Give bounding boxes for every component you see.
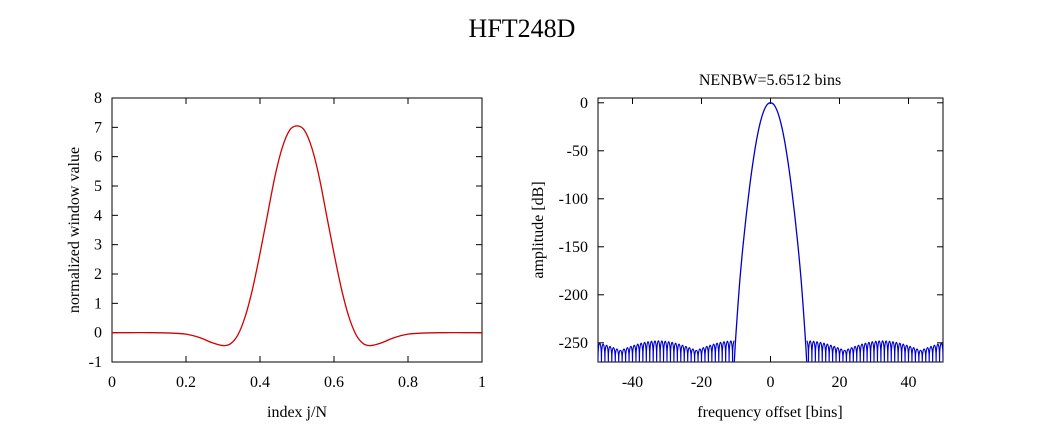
y-tick-label: 6	[94, 149, 102, 166]
y-axis-label: normalized window value	[66, 147, 83, 313]
x-axis-label: frequency offset [bins]	[697, 404, 842, 421]
y-tick-label: 0	[94, 325, 102, 342]
plot-frame	[111, 97, 483, 363]
y-tick-label: 4	[94, 207, 102, 224]
mainlobe-curve	[733, 102, 808, 362]
sidelobe-curve	[598, 340, 943, 362]
figure-title: HFT248D	[468, 14, 576, 43]
x-tick-label: -20	[691, 374, 712, 391]
y-tick-label: -250	[559, 335, 588, 352]
y-tick-label: -200	[559, 287, 588, 304]
x-tick-label: 0.8	[398, 374, 418, 391]
x-tick-label: 40	[901, 374, 917, 391]
y-tick-label: 5	[94, 178, 102, 195]
x-tick-label: 1	[478, 374, 486, 391]
y-tick-label: 7	[94, 119, 102, 136]
x-tick-label: 0	[108, 374, 116, 391]
y-tick-label: 3	[94, 237, 102, 254]
window-curve	[112, 125, 482, 347]
x-tick-label: 0.4	[250, 374, 270, 391]
x-axis-label: index j/N	[267, 404, 327, 421]
x-tick-label: 0.6	[324, 374, 344, 391]
plot-frame	[597, 97, 944, 363]
y-tick-label: -50	[567, 143, 588, 160]
y-tick-label: 0	[580, 95, 588, 112]
x-tick-label: 0	[767, 374, 775, 391]
x-tick-label: 0.2	[176, 374, 196, 391]
y-tick-label: -100	[559, 191, 588, 208]
y-tick-label: 8	[94, 90, 102, 107]
y-axis-label: amplitude [dB]	[530, 181, 547, 278]
plot-title: NENBW=5.6512 bins	[699, 72, 841, 89]
y-tick-label: -150	[559, 239, 588, 256]
y-tick-label: -1	[89, 354, 102, 371]
tick-group: 0 0.2 0.4 0.6 0.8 1 -1 0 1 2 3 4 5 6 7 8	[89, 90, 486, 391]
x-tick-label: 20	[832, 374, 848, 391]
x-tick-label: -40	[622, 374, 643, 391]
tick-group: -40 -20 0 20 400-50-100-150-200-250	[559, 95, 943, 391]
y-tick-label: 2	[94, 266, 102, 283]
y-tick-label: 1	[94, 295, 102, 312]
